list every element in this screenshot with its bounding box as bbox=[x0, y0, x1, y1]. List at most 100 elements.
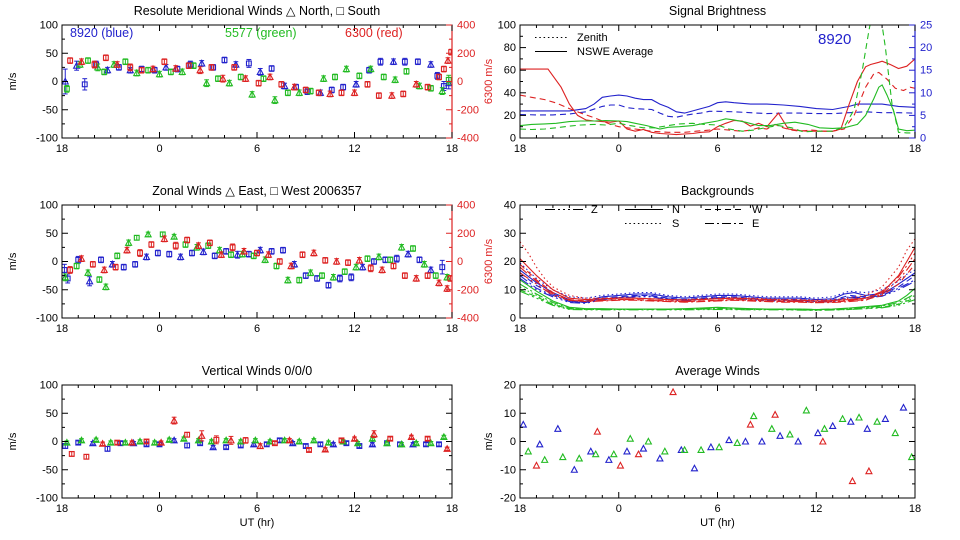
y-tick-label: 50 bbox=[46, 408, 58, 420]
y-tick-label: 80 bbox=[504, 42, 516, 54]
panel-meridional-winds: 18 0 6 12 18 -100 -50 0 50 100 m/s -400 -200 0 200 400 6… bbox=[0, 0, 495, 180]
legend-label-s: S bbox=[672, 218, 679, 230]
y-tick-label: -50 bbox=[42, 284, 58, 296]
right-tick-label: 400 bbox=[457, 20, 475, 32]
line-s-5577 bbox=[520, 286, 915, 311]
line-5577-zenith bbox=[520, 25, 915, 134]
line-6300-nswe-average bbox=[520, 58, 915, 136]
x-tick-label: 18 bbox=[514, 143, 526, 155]
panel-title: Backgrounds bbox=[681, 184, 754, 198]
line-8920-nswe-average bbox=[520, 94, 915, 114]
annotation-6300-(red): 6300 (red) bbox=[345, 26, 403, 40]
y-tick-label: 30 bbox=[504, 228, 516, 240]
x-axis-label: UT (hr) bbox=[240, 517, 275, 529]
x-tick-label: 12 bbox=[810, 503, 822, 515]
x-tick-label: 18 bbox=[909, 143, 921, 155]
right-tick-label: -200 bbox=[457, 104, 479, 116]
legend-label-nswe average: NSWE Average bbox=[577, 46, 653, 58]
right-tick-label: -400 bbox=[457, 313, 479, 325]
scatter-5577 bbox=[524, 406, 915, 463]
right-tick-label: 15 bbox=[920, 65, 932, 77]
x-tick-label: 18 bbox=[56, 323, 68, 335]
x-axis-ticks bbox=[519, 385, 916, 498]
y-axis-label: m/s bbox=[483, 432, 495, 450]
y-axis-label: m/s bbox=[7, 432, 19, 450]
series-layer bbox=[62, 48, 452, 105]
right-tick-label: 20 bbox=[920, 42, 932, 54]
scatter-5577 bbox=[62, 230, 452, 291]
y-axis-ticks bbox=[62, 24, 68, 139]
x-tick-label: 0 bbox=[616, 143, 622, 155]
vertical-winds-chart: 18 0 6 12 18 UT (hr) -100 -50 0 50 100 m/s Vertical … bbox=[7, 364, 458, 529]
legend-label-n: N bbox=[672, 204, 680, 216]
x-axis-label: UT (hr) bbox=[700, 517, 735, 529]
right-axis-ticks bbox=[909, 24, 915, 139]
right-tick-label: -200 bbox=[457, 284, 479, 296]
line-5577-nswe-average bbox=[520, 84, 915, 132]
x-tick-label: 12 bbox=[810, 143, 822, 155]
line-8920-zenith bbox=[520, 104, 915, 118]
x-tick-label: 18 bbox=[446, 323, 458, 335]
y-tick-label: -50 bbox=[42, 104, 58, 116]
x-tick-label: 12 bbox=[348, 323, 360, 335]
y-tick-label: -50 bbox=[42, 464, 58, 476]
y-tick-label: 100 bbox=[40, 20, 58, 32]
plot-frame bbox=[61, 24, 453, 139]
scatter-6300 bbox=[532, 387, 873, 485]
line-n-6300 bbox=[520, 247, 915, 302]
right-axis-ticks bbox=[446, 204, 452, 319]
right-tick-label: -400 bbox=[457, 133, 479, 145]
x-tick-label: 6 bbox=[714, 503, 720, 515]
scatter-5577 bbox=[62, 432, 448, 448]
right-tick-label: 0 bbox=[920, 133, 926, 145]
y-tick-label: -100 bbox=[36, 493, 58, 505]
plot-frame bbox=[519, 384, 916, 499]
y-tick-label: 0 bbox=[52, 76, 58, 88]
y-tick-label: 40 bbox=[504, 87, 516, 99]
right-tick-label: 25 bbox=[920, 20, 932, 32]
y-tick-label: 100 bbox=[40, 380, 58, 392]
line-e-8920 bbox=[520, 275, 915, 304]
x-tick-label: 6 bbox=[714, 323, 720, 335]
y-tick-label: 0 bbox=[52, 436, 58, 448]
y-tick-label: 0 bbox=[510, 313, 516, 325]
y-tick-label: 50 bbox=[46, 228, 58, 240]
y-axis-label: m/s bbox=[7, 252, 19, 270]
y-tick-label: 100 bbox=[40, 200, 58, 212]
scatter-8920 bbox=[62, 56, 452, 97]
panel-average-winds: 18 0 6 12 18 UT (hr) -20 -10 0 10 20 m/s Average Win… bbox=[480, 360, 960, 540]
meridional-winds-chart: 18 0 6 12 18-100-50050100m/s-400-20002004006… bbox=[7, 4, 495, 155]
series-layer bbox=[520, 238, 915, 311]
right-tick-label: 200 bbox=[457, 228, 475, 240]
right-tick-label: 400 bbox=[457, 200, 475, 212]
right-axis-label: 6300 m/s bbox=[483, 58, 495, 104]
series-layer bbox=[62, 416, 452, 460]
line-n-5577 bbox=[520, 279, 915, 311]
x-axis-ticks bbox=[519, 25, 916, 138]
panel-title: Signal Brightness bbox=[669, 4, 766, 18]
line-z-5577 bbox=[520, 290, 915, 311]
line-e-5577 bbox=[520, 283, 915, 311]
x-tick-label: 18 bbox=[56, 143, 68, 155]
x-axis-ticks bbox=[519, 205, 916, 318]
y-tick-label: 60 bbox=[504, 65, 516, 77]
y-tick-label: 0 bbox=[510, 436, 516, 448]
x-tick-label: 0 bbox=[156, 503, 162, 515]
line-w-5577 bbox=[520, 289, 915, 311]
x-tick-label: 18 bbox=[514, 503, 526, 515]
x-tick-label: 18 bbox=[909, 503, 921, 515]
x-tick-label: 0 bbox=[616, 503, 622, 515]
x-tick-label: 6 bbox=[254, 323, 260, 335]
panel-vertical-winds: 18 0 6 12 18 UT (hr) -100 -50 0 50 100 m/s Vertical … bbox=[0, 360, 480, 540]
zonal-winds-chart: 18 0 6 12 18-100-50050100m/s-400-20002004006… bbox=[7, 184, 495, 335]
y-tick-label: 10 bbox=[504, 408, 516, 420]
y-tick-label: -100 bbox=[36, 133, 58, 145]
panel-signal-brightness: 18 0 6 12 18 0 20 40 60 80 100 0 5 10 15 20 25 Signal Bri… bbox=[480, 0, 960, 180]
x-tick-label: 18 bbox=[446, 143, 458, 155]
plot-frame bbox=[61, 204, 453, 319]
legend-label-zenith: Zenith bbox=[577, 32, 608, 44]
y-tick-label: -10 bbox=[500, 464, 516, 476]
y-tick-label: 20 bbox=[504, 110, 516, 122]
